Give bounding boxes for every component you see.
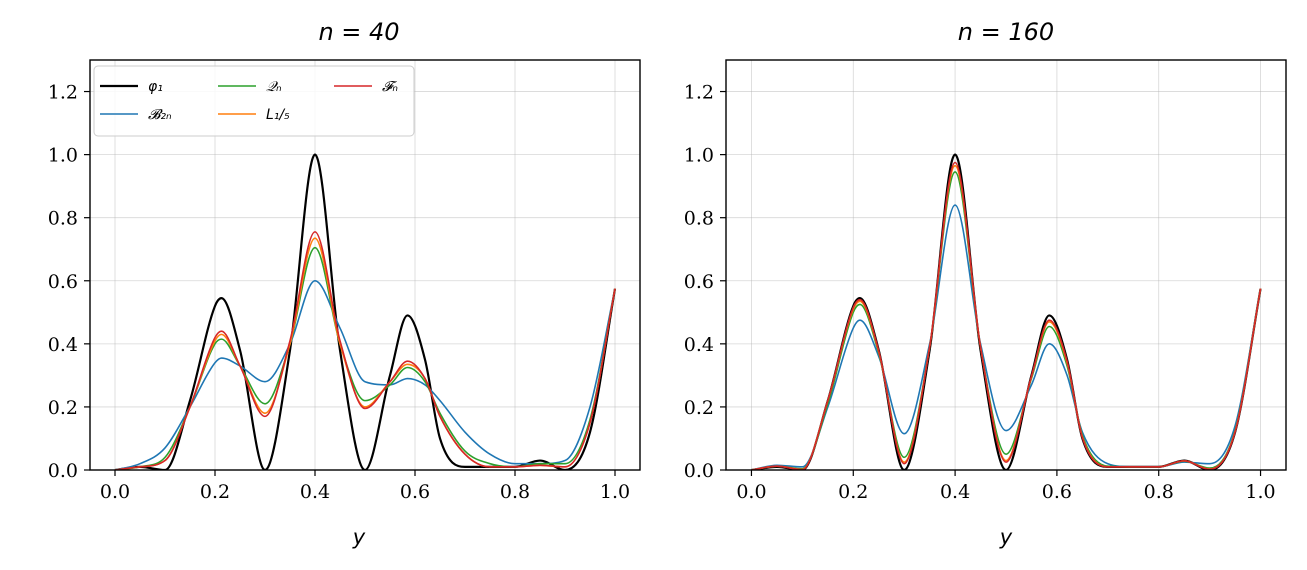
- legend-entry: 𝓕ₙ: [382, 79, 398, 95]
- series-line-0: [114, 153, 617, 470]
- x-tick-label: 1.0: [1245, 481, 1275, 503]
- legend-entry: φ₁: [148, 79, 163, 95]
- legend-box: [93, 65, 415, 137]
- x-axis-label: y: [352, 525, 366, 549]
- x-tick-label: 0.6: [1042, 481, 1072, 503]
- y-tick-label: 0.2: [48, 397, 78, 419]
- x-tick-label: 1.0: [600, 481, 630, 503]
- y-tick-label: 0.0: [48, 460, 78, 482]
- series-line-1: [751, 204, 1262, 470]
- x-tick-label: 0.0: [100, 481, 130, 503]
- series-line-3: [751, 164, 1262, 470]
- series-line-2: [114, 246, 616, 470]
- y-tick-label: 0.8: [684, 208, 714, 230]
- legend-entry: L₁/₅: [266, 107, 290, 123]
- grid-lines: [726, 60, 1286, 471]
- y-tick-label: 1.0: [48, 145, 78, 167]
- chart-title: n = 40: [318, 18, 399, 46]
- x-tick-label: 0.0: [736, 481, 766, 503]
- series-line-1: [114, 279, 616, 470]
- x-tick-label: 0.2: [838, 481, 868, 503]
- y-tick-label: 0.4: [684, 334, 714, 356]
- x-tick-label: 0.4: [300, 481, 330, 503]
- series-line-4: [751, 161, 1262, 470]
- x-tick-label: 0.4: [940, 481, 970, 503]
- y-tick-label: 1.2: [48, 82, 78, 104]
- y-tick-label: 0.4: [48, 334, 78, 356]
- y-tick-label: 0.8: [48, 208, 78, 230]
- chart-panel-n40: n = 40 0.0 0.2 0.4 0.6 0.8 1.0 0.0 0.2 0.4 0.6 0.8…: [48, 18, 641, 549]
- y-tick-label: 0.2: [684, 397, 714, 419]
- legend-entry: 𝒬ₙ: [266, 79, 282, 95]
- y-tick-label: 0.6: [48, 271, 78, 293]
- plot-frame: [89, 59, 641, 471]
- y-tick-label: 0.6: [684, 271, 714, 293]
- y-tick-label: 1.2: [684, 82, 714, 104]
- axis-ticks: 0.0 0.2 0.4 0.6 0.8 1.0 0.0 0.2 0.4 0.6 0.8 1.0 1.2: [684, 82, 1276, 503]
- series-line-0: [751, 153, 1262, 470]
- x-axis-label: y: [999, 525, 1013, 549]
- legend-entry: 𝓑₂ₙ: [148, 107, 172, 123]
- series-lines: [751, 153, 1262, 470]
- x-tick-label: 0.2: [200, 481, 230, 503]
- series-line-3: [114, 237, 616, 470]
- series-line-2: [751, 171, 1262, 470]
- chart-title: n = 160: [958, 18, 1054, 46]
- series-line-4: [114, 231, 616, 470]
- y-tick-label: 1.0: [684, 145, 714, 167]
- x-tick-label: 0.8: [1144, 481, 1174, 503]
- axis-ticks: 0.0 0.2 0.4 0.6 0.8 1.0 0.0 0.2 0.4 0.6 0.8 1.0 1.2: [48, 82, 630, 503]
- x-tick-label: 0.6: [400, 481, 430, 503]
- legend: φ₁ 𝓑₂ₙ 𝒬ₙ L₁/₅ 𝓕ₙ: [93, 65, 415, 137]
- plot-frame: [725, 59, 1287, 471]
- y-tick-label: 0.0: [684, 460, 714, 482]
- series-lines: [114, 153, 617, 470]
- x-tick-label: 0.8: [500, 481, 530, 503]
- chart-panel-n160: n = 160 0.0 0.2 0.4 0.6 0.8 1.00.00.20.40.60.…: [684, 18, 1287, 549]
